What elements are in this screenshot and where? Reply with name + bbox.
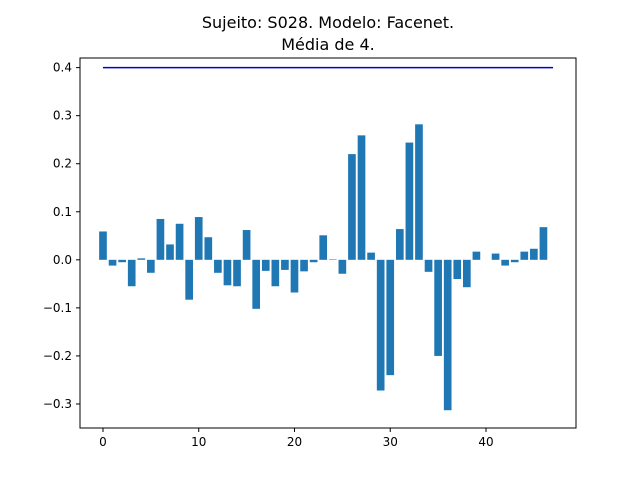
y-tick-label-6: 0.3 (53, 109, 72, 123)
bar-20 (290, 259, 299, 293)
bar-7 (166, 244, 174, 260)
bar-31 (395, 229, 404, 260)
bar-1 (108, 259, 117, 266)
bar-33 (415, 124, 423, 260)
bar-15 (242, 230, 251, 260)
x-tick-label-40: 40 (478, 435, 493, 449)
y-axis: −0.3 −0.2 −0.1 0.0 0.1 0.2 0.3 0.4 (43, 61, 80, 411)
bar-37 (453, 259, 462, 280)
bar-28 (367, 252, 375, 260)
y-tick-label-2: −0.1 (43, 301, 72, 315)
bar-14 (233, 259, 241, 287)
bar-34 (424, 259, 433, 272)
bar-35 (434, 259, 442, 356)
bar-36 (443, 259, 452, 411)
bar-19 (281, 259, 289, 270)
bar-46 (539, 227, 548, 260)
x-tick-label-0: 0 (99, 435, 107, 449)
bar-42 (501, 259, 509, 266)
x-tick-label-10: 10 (191, 435, 206, 449)
bar-26 (348, 154, 356, 260)
bar-5 (147, 259, 155, 273)
bar-39 (472, 251, 481, 260)
bar-8 (175, 223, 184, 260)
bars-group (99, 124, 548, 411)
chart-title-line-2: Média de 4. (281, 35, 375, 54)
bar-43 (510, 259, 519, 263)
bar-23 (319, 235, 328, 260)
bar-13 (223, 259, 232, 286)
y-tick-label-3: 0.0 (53, 253, 72, 267)
bar-17 (261, 259, 270, 271)
x-axis: 0 10 20 30 40 (99, 428, 494, 449)
bar-12 (214, 259, 222, 273)
chart-title-line-1: Sujeito: S028. Modelo: Facenet. (202, 13, 454, 32)
bar-38 (463, 259, 471, 288)
bar-2 (118, 259, 126, 263)
y-tick-label-7: 0.4 (53, 61, 72, 75)
bar-4 (137, 258, 146, 260)
bar-29 (376, 259, 385, 391)
y-tick-label-1: −0.2 (43, 349, 72, 363)
bar-41 (491, 253, 500, 260)
bar-22 (309, 259, 318, 263)
x-tick-label-30: 30 (383, 435, 398, 449)
bar-32 (405, 142, 414, 260)
bar-44 (520, 251, 529, 260)
y-tick-label-0: −0.3 (43, 397, 72, 411)
bar-16 (252, 259, 261, 309)
bar-6 (156, 218, 165, 260)
bar-21 (300, 259, 308, 272)
y-tick-label-4: 0.1 (53, 205, 72, 219)
bar-9 (185, 259, 193, 300)
plot-frame (79, 57, 577, 429)
bar-25 (338, 259, 347, 274)
x-tick-label-20: 20 (287, 435, 302, 449)
bar-45 (530, 248, 538, 260)
bar-27 (357, 135, 366, 260)
bar-10 (194, 217, 203, 260)
bar-30 (386, 259, 395, 376)
bar-11 (204, 237, 213, 260)
y-tick-label-5: 0.2 (53, 157, 72, 171)
bar-18 (271, 259, 280, 287)
bar-0 (99, 231, 107, 260)
bar-3 (127, 259, 136, 287)
